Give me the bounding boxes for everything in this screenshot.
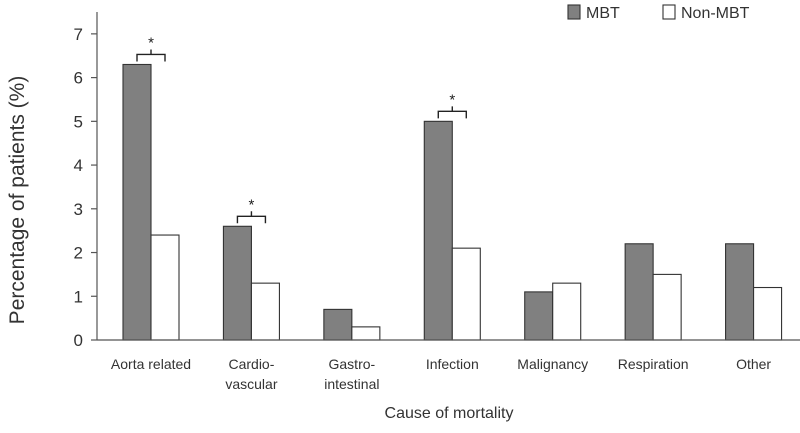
legend-label-non-mbt: Non-MBT [681,5,750,22]
bar-mbt-3 [423,120,453,341]
bar-mbt-4 [524,291,554,341]
bar-mbt-2 [323,308,353,341]
bar-non-mbt-5 [652,273,682,341]
y-tick-label: 7 [74,25,83,44]
significance-bracket [236,211,267,224]
significance-bracket [437,106,467,119]
x-category-label: Malignancy [517,356,588,372]
y-tick-label: 5 [74,112,83,131]
x-axis-category-labels: Aorta related Cardio-vascular Gastro-intes… [111,356,772,392]
legend: MBT Non-MBT [567,4,750,22]
bar-non-mbt-4 [552,282,582,341]
x-category-label: Cardio-vascular [225,356,277,392]
y-tick-label: 6 [74,69,83,88]
legend-swatch-mbt [567,4,581,20]
significance-star: * [249,196,255,213]
significance-star: * [148,34,154,51]
bar-non-mbt-3 [451,247,481,341]
x-category-label: Respiration [618,356,689,372]
bar-mbt-1 [222,225,252,341]
y-tick-label: 2 [74,244,83,263]
bar-non-mbt-2 [351,326,381,341]
bar-non-mbt-1 [250,282,280,341]
bar-non-mbt-6 [753,286,783,341]
y-tick-label: 1 [74,287,83,306]
y-tick-label: 3 [74,200,83,219]
y-tick-label: 4 [74,156,83,175]
x-category-label: Other [736,356,771,372]
bar-mbt-5 [624,243,654,341]
bars [122,63,783,341]
legend-label-mbt: MBT [586,5,620,22]
significance-bracket [136,49,166,62]
significance-markers: * * * [136,34,467,224]
x-category-label: Infection [426,356,479,372]
y-tick-label: 0 [74,331,83,350]
legend-swatch-non-mbt [662,4,676,20]
bar-mbt-6 [725,243,755,341]
x-category-label: Aorta related [111,356,191,372]
bar-non-mbt-0 [150,234,180,341]
significance-star: * [449,91,455,108]
x-axis-title: Cause of mortality [385,405,514,422]
y-axis-title: Percentage of patients (%) [6,76,29,325]
x-category-label: Gastro-intestinal [324,356,379,392]
y-axis-ticks: 0 1 2 3 4 5 6 7 [74,25,97,350]
bar-mbt-0 [122,63,152,341]
